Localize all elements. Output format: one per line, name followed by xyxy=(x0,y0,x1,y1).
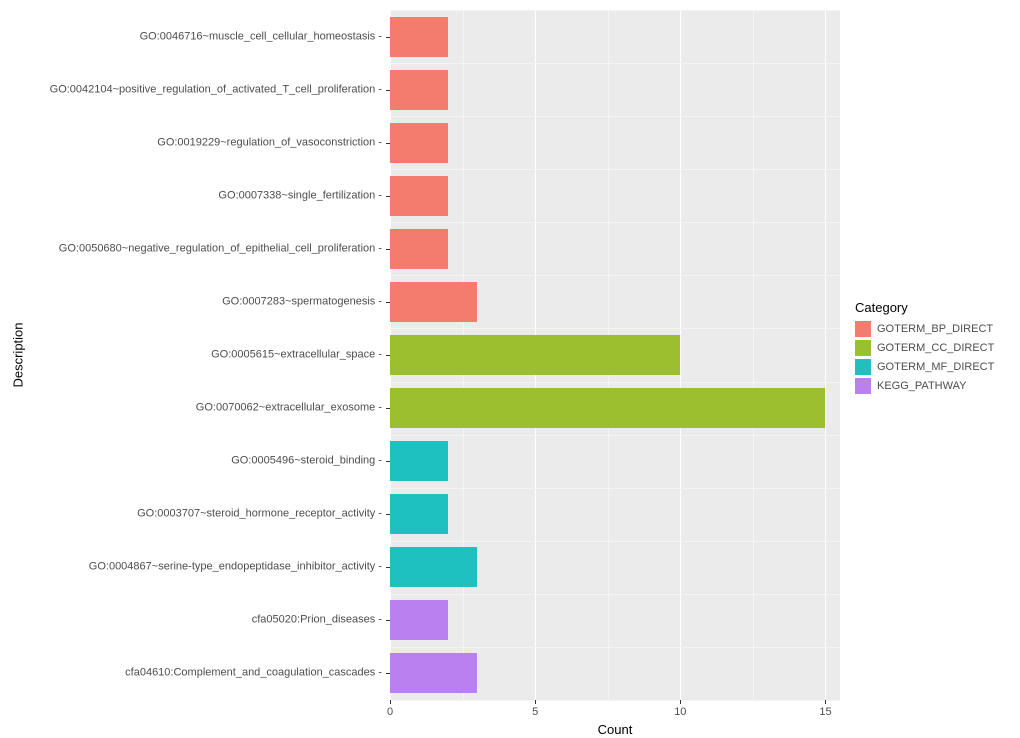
legend-title: Category xyxy=(855,300,994,315)
x-axis-label: 15 xyxy=(819,706,831,718)
grid-line-h xyxy=(390,328,840,329)
y-tick xyxy=(386,620,390,621)
y-axis-label: cfa04610:Complement_and_coagulation_casc… xyxy=(125,668,382,679)
x-tick xyxy=(825,700,826,704)
y-axis-label: GO:0050680~negative_regulation_of_epithe… xyxy=(59,243,382,254)
x-axis-label: 5 xyxy=(532,706,538,718)
y-axis-label: GO:0019229~regulation_of_vasoconstrictio… xyxy=(157,137,382,148)
bar xyxy=(390,653,477,693)
x-axis-label: 0 xyxy=(387,706,393,718)
y-axis-label: GO:0046716~muscle_cell_cellular_homeosta… xyxy=(140,31,382,42)
y-tick xyxy=(386,355,390,356)
y-tick xyxy=(386,249,390,250)
grid-line-h xyxy=(390,222,840,223)
x-tick xyxy=(680,700,681,704)
legend-item: GOTERM_BP_DIRECT xyxy=(855,321,994,337)
grid-line-h xyxy=(390,700,840,701)
grid-line-h xyxy=(390,541,840,542)
y-axis-label: GO:0070062~extracellular_exosome - xyxy=(196,403,382,414)
bar xyxy=(390,282,477,322)
bar xyxy=(390,123,448,163)
y-axis-label: GO:0007283~spermatogenesis - xyxy=(222,296,382,307)
legend-label: GOTERM_CC_DIRECT xyxy=(877,342,994,354)
y-tick xyxy=(386,408,390,409)
bar xyxy=(390,176,448,216)
legend-label: KEGG_PATHWAY xyxy=(877,380,966,392)
y-tick xyxy=(386,302,390,303)
y-axis-label: GO:0004867~serine-type_endopeptidase_inh… xyxy=(89,562,382,573)
plot-panel xyxy=(390,10,840,700)
legend-swatch xyxy=(855,378,871,394)
x-axis-label: 10 xyxy=(674,706,686,718)
bar xyxy=(390,494,448,534)
bar xyxy=(390,335,680,375)
legend-item: KEGG_PATHWAY xyxy=(855,378,994,394)
legend-swatch xyxy=(855,340,871,356)
grid-line-h xyxy=(390,488,840,489)
grid-line-minor xyxy=(753,10,754,700)
y-axis-label: GO:0005496~steroid_binding - xyxy=(231,456,382,467)
grid-line-h xyxy=(390,594,840,595)
x-tick xyxy=(390,700,391,704)
grid-line-h xyxy=(390,63,840,64)
bar xyxy=(390,547,477,587)
legend-label: GOTERM_BP_DIRECT xyxy=(877,323,993,335)
legend-swatch xyxy=(855,321,871,337)
legend-item: GOTERM_CC_DIRECT xyxy=(855,340,994,356)
x-tick xyxy=(535,700,536,704)
grid-line-h xyxy=(390,116,840,117)
legend-label: GOTERM_MF_DIRECT xyxy=(877,361,994,373)
x-axis-title: Count xyxy=(598,722,633,737)
bar xyxy=(390,600,448,640)
y-tick xyxy=(386,461,390,462)
grid-line-h xyxy=(390,10,840,11)
bar xyxy=(390,70,448,110)
y-axis-label: GO:0005615~extracellular_space - xyxy=(211,350,382,361)
y-tick xyxy=(386,37,390,38)
grid-line-h xyxy=(390,382,840,383)
y-tick xyxy=(386,196,390,197)
y-axis-title: Description xyxy=(11,322,26,387)
y-tick xyxy=(386,514,390,515)
grid-line-major xyxy=(825,10,826,700)
y-tick xyxy=(386,673,390,674)
legend-item: GOTERM_MF_DIRECT xyxy=(855,359,994,375)
legend-swatch xyxy=(855,359,871,375)
y-axis-label: GO:0042104~positive_regulation_of_activa… xyxy=(50,84,382,95)
y-tick xyxy=(386,143,390,144)
bar xyxy=(390,17,448,57)
bar xyxy=(390,229,448,269)
y-axis-label: cfa05020:Prion_diseases - xyxy=(252,615,382,626)
y-axis-label: GO:0007338~single_fertilization - xyxy=(218,190,382,201)
bar xyxy=(390,388,825,428)
y-axis-label: GO:0003707~steroid_hormone_receptor_acti… xyxy=(137,509,382,520)
grid-line-h xyxy=(390,275,840,276)
legend: Category GOTERM_BP_DIRECT GOTERM_CC_DIREC… xyxy=(855,300,994,397)
y-tick xyxy=(386,90,390,91)
grid-line-h xyxy=(390,647,840,648)
grid-line-h xyxy=(390,435,840,436)
grid-line-major xyxy=(680,10,681,700)
grid-line-h xyxy=(390,169,840,170)
bar xyxy=(390,441,448,481)
y-tick xyxy=(386,567,390,568)
